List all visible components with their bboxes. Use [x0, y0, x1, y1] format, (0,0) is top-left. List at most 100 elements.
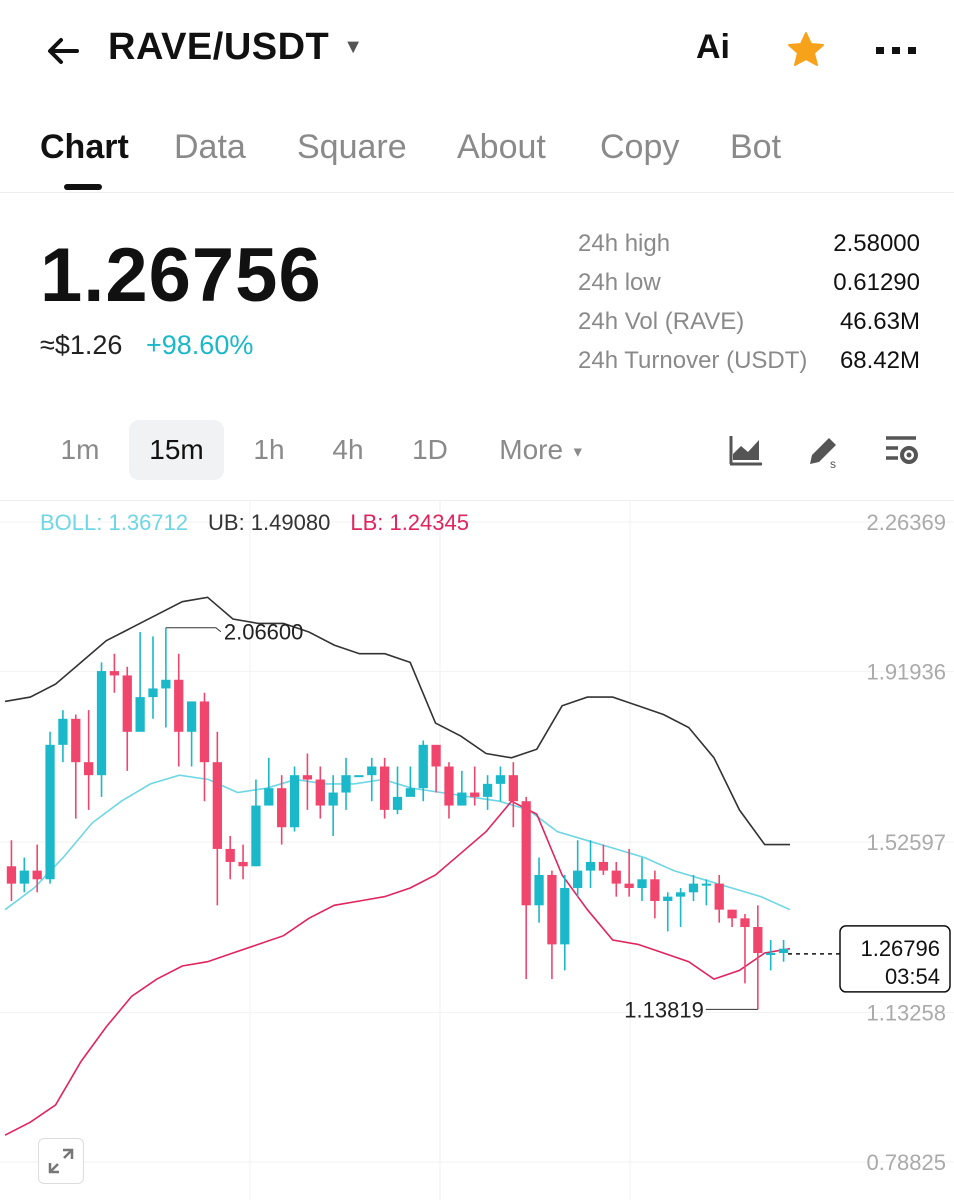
- fullscreen-button[interactable]: [38, 1138, 84, 1184]
- boll-upper-band: [4, 596, 790, 846]
- candle-body: [45, 744, 55, 880]
- back-arrow-icon: [48, 38, 79, 64]
- boll-mid-value: BOLL: 1.36712: [40, 510, 189, 535]
- caret-down-icon: ▼: [570, 443, 585, 460]
- draw-tool-button[interactable]: s: [804, 430, 844, 471]
- candle-body: [161, 679, 171, 689]
- candle-body: [315, 779, 325, 806]
- candle-body: [71, 718, 81, 763]
- star-icon: [788, 32, 824, 66]
- candle-body: [84, 762, 94, 776]
- pair-name: RAVE/USDT: [108, 26, 330, 68]
- candle-body: [367, 766, 377, 776]
- candle-body: [328, 792, 338, 806]
- interval-4h[interactable]: 4h: [332, 434, 364, 465]
- candle-body: [495, 775, 506, 784]
- candle-body: [251, 805, 261, 867]
- back-button[interactable]: [40, 28, 86, 74]
- last-price: 1.26756: [40, 233, 322, 318]
- stat-label: 24h Turnover (USDT): [578, 346, 808, 374]
- indicator-settings-icon: [886, 436, 918, 464]
- candle-body: [701, 883, 711, 886]
- candle-body: [547, 874, 557, 945]
- boll-legend: BOLL: 1.36712 UB: 1.49080 LB: 1.24345: [40, 510, 469, 536]
- candle-body: [148, 688, 158, 698]
- low-marker-label: 1.13819: [624, 997, 704, 1022]
- pair-selector[interactable]: RAVE/USDT ▼: [108, 26, 364, 69]
- more-dots-icon: [876, 47, 916, 54]
- tab-data[interactable]: Data: [174, 128, 246, 166]
- high-marker-line: [165, 627, 222, 633]
- current-price-badge: [839, 925, 951, 993]
- section-tabs: Chart Data Square About Copy Bot: [0, 112, 954, 193]
- y-axis-label: 1.91936: [866, 659, 946, 684]
- countdown-label: 03:54: [885, 964, 940, 989]
- stat-24h-high: 24h high 2.58000: [578, 224, 920, 263]
- stat-24h-turnover: 24h Turnover (USDT) 68.42M: [578, 341, 920, 380]
- candle-body: [650, 879, 660, 901]
- candle-body: [405, 788, 416, 797]
- stat-label: 24h low: [578, 268, 661, 296]
- current-price-label: 1.26796: [860, 936, 940, 961]
- candle-body: [122, 675, 132, 732]
- candle-body: [585, 861, 596, 871]
- candle-body: [534, 874, 544, 906]
- candle-body: [637, 879, 647, 888]
- interval-more[interactable]: More ▼: [490, 420, 594, 480]
- candle-body: [109, 671, 120, 676]
- tab-about[interactable]: About: [457, 128, 546, 166]
- stat-label: 24h Vol (RAVE): [578, 307, 745, 335]
- chart-style-icon: [729, 436, 762, 466]
- chart-area[interactable]: [0, 500, 954, 1201]
- y-axis-label: 1.52597: [866, 830, 946, 855]
- interval-15m[interactable]: 15m: [129, 420, 224, 480]
- favorite-button[interactable]: [786, 30, 826, 70]
- caret-down-icon: ▼: [343, 36, 364, 58]
- candle-body: [521, 801, 531, 906]
- stat-value: 46.63M: [839, 307, 920, 335]
- candle-body: [753, 927, 763, 954]
- candle-body: [277, 788, 287, 828]
- candle-body: [135, 697, 145, 732]
- candle-body: [199, 701, 210, 763]
- y-axis-label: 2.26369: [866, 510, 946, 535]
- candle-body: [212, 762, 222, 849]
- tab-square[interactable]: Square: [297, 128, 407, 166]
- candle-body: [444, 766, 454, 806]
- interval-bar: 1m 15m 1h 4h 1D More ▼ s: [0, 420, 954, 484]
- candle-body: [186, 701, 197, 732]
- stats-panel: 24h high 2.58000 24h low 0.61290 24h Vol…: [578, 224, 920, 380]
- candle-body: [354, 775, 364, 778]
- active-tab-indicator: [64, 184, 102, 190]
- candle-body: [32, 870, 42, 880]
- candle-body: [174, 679, 184, 732]
- stat-24h-low: 24h low 0.61290: [578, 263, 920, 302]
- indicator-settings-button[interactable]: [882, 430, 922, 470]
- price-change: +98.60%: [146, 330, 254, 360]
- candle-body: [573, 870, 583, 888]
- candle-body: [96, 671, 107, 776]
- candle-body: [418, 744, 428, 789]
- tab-chart[interactable]: Chart: [40, 128, 129, 166]
- more-button[interactable]: [874, 32, 918, 68]
- top-bar: RAVE/USDT ▼ Ai: [0, 0, 954, 100]
- stat-value: 0.61290: [833, 268, 920, 296]
- candle-body: [379, 766, 390, 810]
- boll-lb-value: LB: 1.24345: [350, 510, 469, 535]
- candle-body: [624, 883, 634, 888]
- stat-value: 68.42M: [839, 346, 920, 374]
- interval-1h[interactable]: 1h: [253, 434, 285, 465]
- candle-body: [264, 788, 274, 806]
- candlestick-chart[interactable]: 2.06600 1.13819 2.26369 1.91936 1.52597 1.132…: [0, 500, 954, 1200]
- ai-button[interactable]: Ai: [696, 28, 730, 66]
- candle-body: [740, 918, 750, 928]
- candle-body: [714, 883, 724, 910]
- boll-lower-band: [4, 800, 791, 1136]
- candle-body: [688, 883, 699, 893]
- interval-1d[interactable]: 1D: [412, 434, 448, 465]
- candle-body: [727, 909, 737, 919]
- chart-style-button[interactable]: [726, 430, 766, 470]
- tab-copy[interactable]: Copy: [600, 128, 680, 166]
- interval-1m[interactable]: 1m: [60, 434, 100, 465]
- tab-bot[interactable]: Bot: [730, 128, 782, 166]
